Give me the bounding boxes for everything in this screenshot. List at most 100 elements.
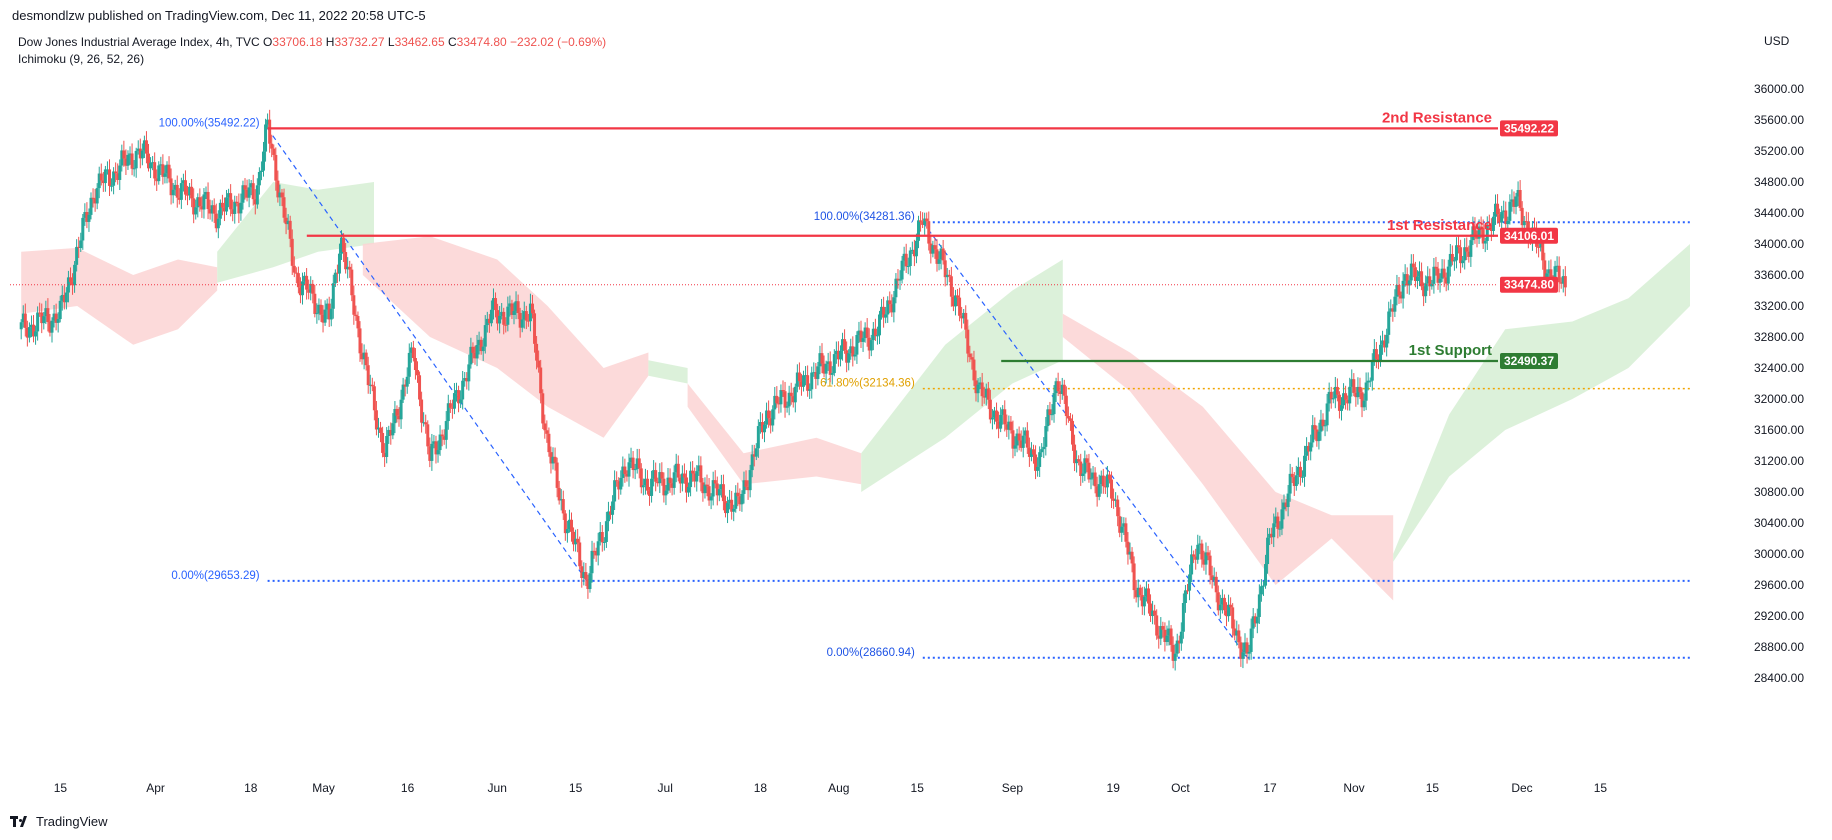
candle-body	[687, 487, 691, 493]
cloud-band-5	[861, 259, 1063, 492]
candle-body	[68, 277, 72, 282]
candle-body	[539, 367, 543, 394]
candle-body	[1278, 528, 1282, 530]
candle-body	[543, 423, 547, 431]
candle-body	[1317, 431, 1321, 442]
candle-body	[288, 220, 292, 239]
candle-body	[1383, 340, 1387, 348]
candle-body	[385, 435, 389, 457]
candle-body	[303, 275, 307, 282]
candle-body	[32, 324, 36, 337]
candle-body	[161, 164, 165, 177]
candle-body	[869, 340, 873, 351]
candle-body	[1555, 265, 1559, 267]
candle-body	[395, 408, 399, 416]
cloud-band-6	[1062, 313, 1394, 601]
candle-body	[280, 192, 284, 198]
candle-body	[1153, 610, 1157, 616]
candle-body	[867, 337, 871, 351]
candle-body	[120, 150, 124, 166]
publisher-line: desmondlzw published on TradingView.com,…	[12, 8, 426, 23]
candle-body	[545, 430, 549, 434]
candle-body	[836, 350, 840, 360]
candle-body	[785, 406, 789, 408]
candle-body	[105, 169, 109, 171]
candle-body	[701, 482, 705, 494]
candle-body	[1235, 630, 1239, 636]
candle-body	[157, 165, 161, 182]
candle-body	[477, 339, 481, 346]
candle-body	[769, 418, 773, 426]
candle-body	[923, 218, 927, 225]
time-tick: 15	[1426, 781, 1440, 795]
candle-body	[892, 297, 896, 313]
indicator-label[interactable]: Ichimoku (9, 26, 52, 26)	[18, 52, 145, 66]
candle-body	[609, 511, 613, 515]
candle-body	[875, 335, 879, 337]
candle-body	[1294, 475, 1298, 486]
candle-body	[1337, 394, 1341, 411]
candle-body	[403, 384, 407, 387]
price-tick: 32800.00	[1754, 330, 1804, 344]
price-axis[interactable]: 36000.00 35600.00 35200.00 34800.00 34400.00…	[1754, 82, 1804, 685]
candle-body	[797, 372, 801, 382]
candle-body	[1015, 433, 1019, 446]
candle-body	[485, 318, 489, 326]
candle-body	[845, 350, 849, 363]
candle-body	[1319, 419, 1323, 432]
candle-body	[1428, 276, 1432, 287]
candle-body	[964, 312, 968, 330]
candle-body	[606, 511, 610, 522]
candle-body	[1050, 414, 1054, 416]
candle-body	[210, 205, 214, 214]
candle-body	[1105, 474, 1109, 488]
candle-body	[266, 119, 270, 125]
candle-body	[101, 180, 105, 184]
candle-body	[1220, 597, 1224, 605]
candle-body	[134, 150, 138, 169]
candle-body	[261, 151, 265, 171]
candle-body	[684, 477, 688, 493]
candle-body	[933, 245, 937, 250]
tradingview-brand[interactable]: TradingView	[10, 814, 108, 829]
candle-body	[1331, 398, 1335, 400]
candle-body	[1136, 587, 1140, 598]
candle-body	[292, 265, 296, 273]
candle-body	[1366, 380, 1370, 383]
candle-body	[588, 573, 592, 589]
candle-body	[465, 378, 469, 382]
candle-body	[225, 197, 229, 212]
candle-body	[85, 212, 89, 222]
candle-body	[1142, 596, 1146, 607]
time-tick: Sep	[1002, 781, 1024, 795]
candle-body	[648, 490, 652, 496]
candle-body	[1315, 429, 1319, 442]
time-axis[interactable]: 15 Apr 18 May 16 Jun 15 Jul 18 Aug 15 Sep 19 Oct 17 Nov…	[54, 781, 1608, 795]
candle-body	[471, 346, 475, 353]
price-tick: 28400.00	[1754, 671, 1804, 685]
candle-body	[434, 441, 438, 455]
candle-body	[1058, 391, 1062, 395]
candle-body	[808, 389, 812, 391]
price-tag-box	[1500, 227, 1558, 244]
candle-body	[1245, 642, 1249, 654]
level-label: 2nd Resistance	[1382, 109, 1492, 126]
candle-body	[165, 164, 169, 174]
candle-body	[1379, 344, 1383, 361]
candle-body	[346, 266, 350, 270]
candle-body	[257, 171, 261, 186]
candle-body	[1432, 266, 1436, 284]
candle-body	[818, 353, 822, 367]
candle-body	[317, 304, 321, 314]
candle-body	[1372, 349, 1376, 362]
candle-body	[1107, 474, 1111, 480]
candle-body	[71, 281, 75, 286]
time-tick: Jul	[658, 781, 673, 795]
candle-body	[765, 410, 769, 425]
candle-body	[627, 462, 631, 477]
candle-body	[1288, 473, 1292, 494]
candle-body	[21, 313, 25, 323]
price-tick: 30400.00	[1754, 516, 1804, 530]
candle-body	[1284, 502, 1288, 508]
